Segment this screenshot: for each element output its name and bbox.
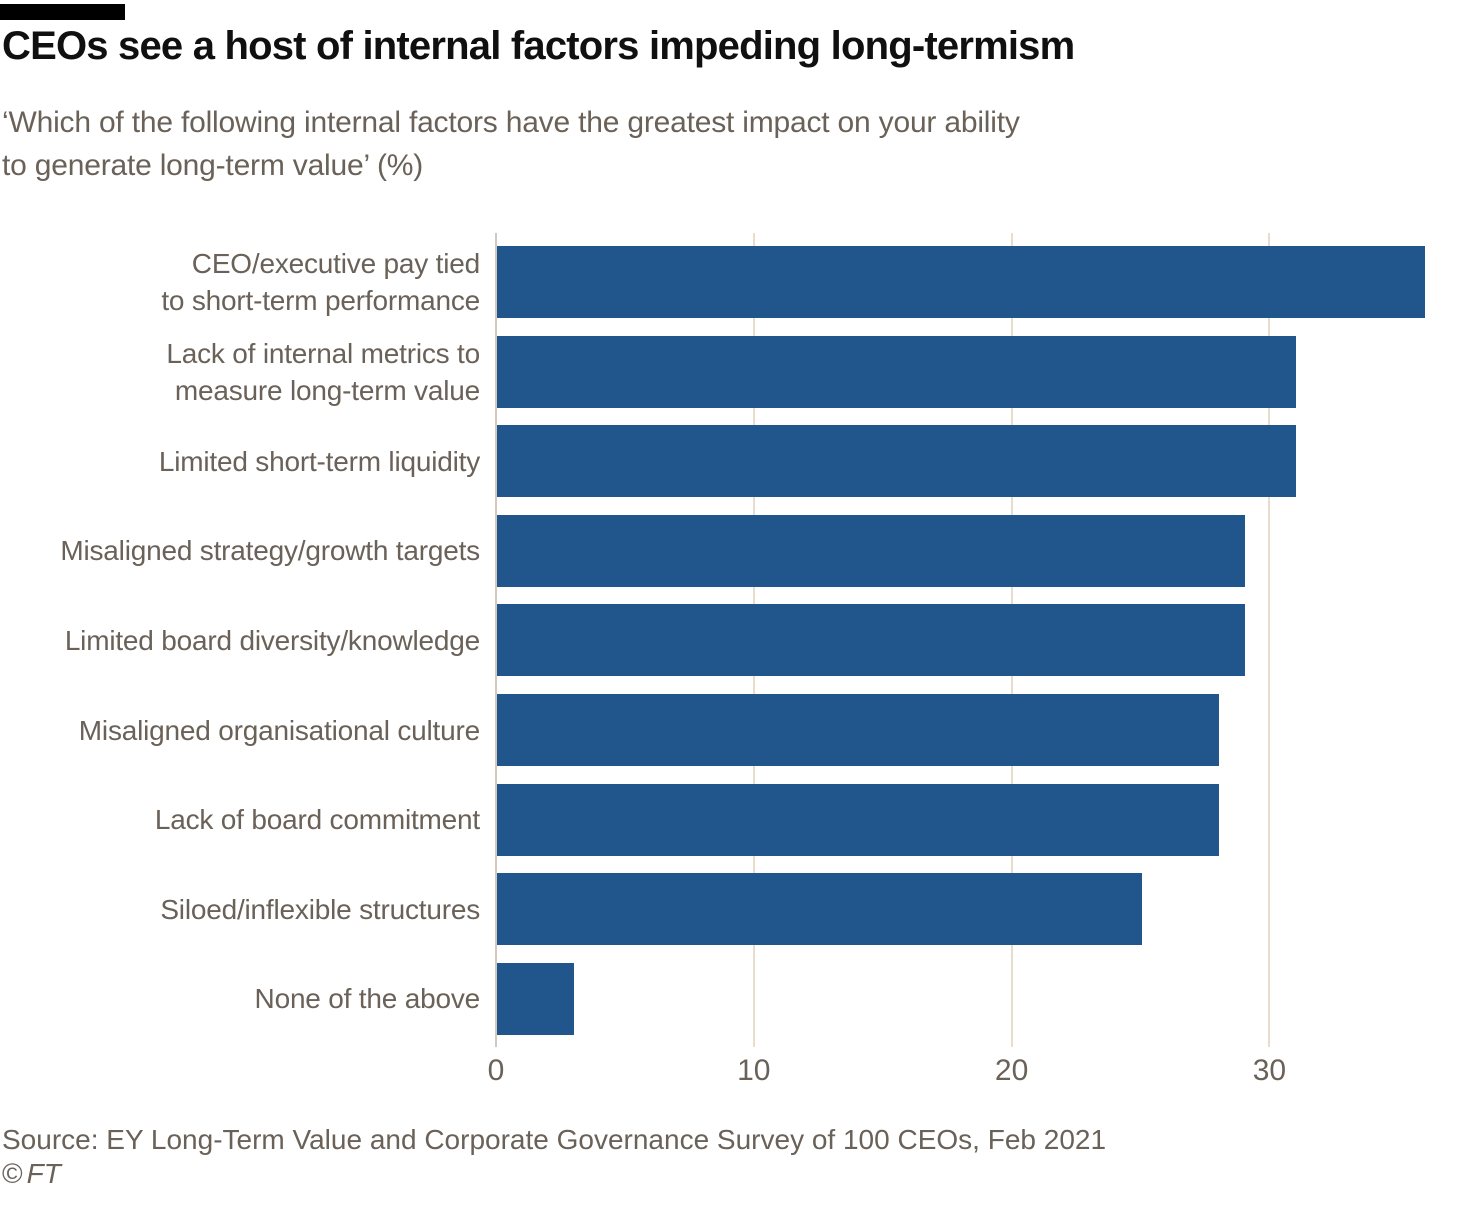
ft-credit: © FT xyxy=(2,1158,61,1190)
bar-6 xyxy=(497,694,1219,766)
x-tick-label: 30 xyxy=(1252,1054,1287,1087)
x-tick-label: 20 xyxy=(994,1054,1029,1087)
category-label: Limited board diversity/knowledge xyxy=(64,624,480,656)
chart-subtitle: ‘Which of the following internal factors… xyxy=(2,101,1020,187)
category-label: Siloed/inflexible structures xyxy=(160,893,480,925)
category-label: CEO/executive pay tied to short-term perf… xyxy=(161,248,480,316)
category-label: Lack of internal metrics to measure long-… xyxy=(166,337,480,406)
x-tick-label: 10 xyxy=(737,1054,771,1087)
bar-3 xyxy=(497,425,1297,498)
subtitle-line-1: ‘Which of the following internal factors… xyxy=(2,106,1020,139)
category-label: None of the above xyxy=(254,983,481,1015)
category-label: Lack of board commitment xyxy=(154,804,480,836)
category-label: Misaligned organisational culture xyxy=(78,714,480,746)
bar-2 xyxy=(497,335,1297,408)
x-tick-label: 0 xyxy=(487,1054,505,1087)
bar-1 xyxy=(497,246,1426,318)
bar-7 xyxy=(497,783,1219,856)
category-label: Misaligned strategy/growth targets xyxy=(60,535,480,567)
gridline-x-30 xyxy=(1268,233,1271,1047)
bar-8 xyxy=(497,873,1142,946)
subtitle-line-2: to generate long-term value’ (%) xyxy=(2,149,424,182)
bar-9 xyxy=(497,962,575,1035)
chart-title: CEOs see a host of internal factors impe… xyxy=(2,24,1075,68)
category-label: Limited short-term liquidity xyxy=(158,445,480,477)
source-note: Source: EY Long-Term Value and Corporate… xyxy=(2,1124,1107,1155)
zero-axis-line xyxy=(495,233,497,1047)
ft-credit-name: FT xyxy=(26,1158,61,1189)
bar-5 xyxy=(497,604,1245,677)
bar-4 xyxy=(497,514,1245,587)
copyright-symbol: © xyxy=(2,1158,23,1189)
ft-top-rule xyxy=(0,4,125,20)
